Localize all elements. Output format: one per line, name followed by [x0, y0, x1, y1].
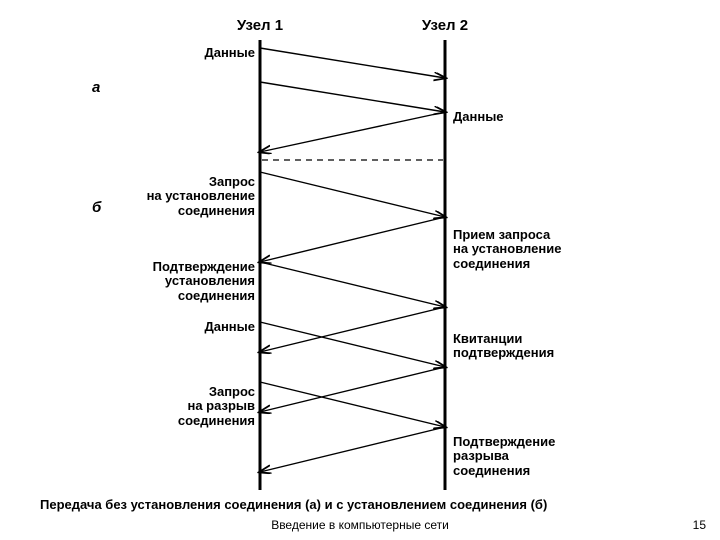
section-a-label: а	[92, 80, 100, 97]
arrow-label-0: Данные	[120, 46, 255, 60]
section-b-label: б	[92, 200, 101, 217]
diagram-caption: Передача без установления соединения (а)…	[40, 497, 680, 512]
arrow-label-10: Подтверждениеразрывасоединения	[453, 435, 613, 478]
arrow-label-7: Данные	[120, 320, 255, 334]
node1-header: Узел 1	[220, 18, 300, 35]
page-number: 15	[693, 518, 706, 532]
arrow-label-1: Данные	[453, 110, 613, 124]
arrow-label-9: Запросна разрывсоединения	[120, 385, 255, 428]
footer-text: Введение в компьютерные сети	[0, 518, 720, 532]
arrow-label-3: Запросна установлениесоединения	[120, 175, 255, 218]
arrow-label-5: Подтверждениеустановлениясоединения	[120, 260, 255, 303]
node2-header: Узел 2	[405, 18, 485, 35]
arrow-label-4: Прием запросана установлениесоединения	[453, 228, 613, 271]
arrow-label-6: Квитанцииподтверждения	[453, 332, 613, 361]
